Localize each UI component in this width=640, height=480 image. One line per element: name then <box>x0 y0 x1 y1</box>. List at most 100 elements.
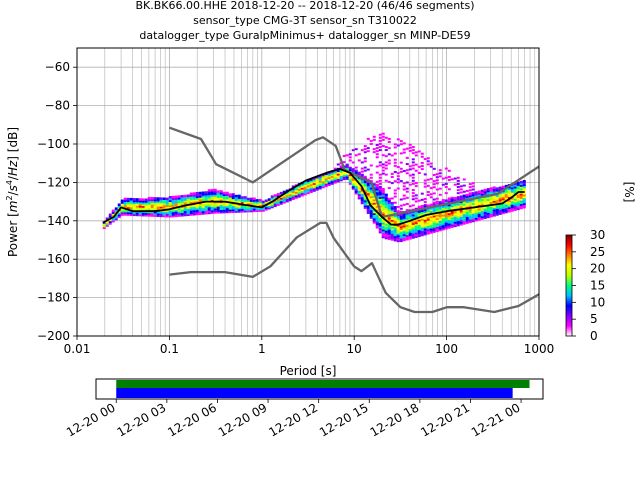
density-cell <box>237 205 241 208</box>
density-cell <box>234 210 238 213</box>
density-cell <box>192 207 196 211</box>
density-cell <box>315 179 319 183</box>
density-cell <box>390 208 394 212</box>
density-cell <box>168 199 172 202</box>
density-cell <box>189 211 193 215</box>
chart-title: BK.BK66.00.HHE 2018-12-20 -- 2018-12-20 … <box>135 0 474 42</box>
density-cell <box>372 214 376 217</box>
density-cell <box>438 216 442 220</box>
density-cell <box>465 202 469 205</box>
density-cell <box>477 199 481 202</box>
density-cell <box>396 175 400 178</box>
density-cell <box>219 197 223 200</box>
density-cell <box>273 202 277 206</box>
density-cell <box>237 199 241 203</box>
density-cell <box>258 207 262 211</box>
density-cell <box>354 176 358 179</box>
density-cell <box>405 163 409 166</box>
density-cell <box>252 197 256 201</box>
density-cell <box>216 190 220 193</box>
density-cell <box>372 215 376 219</box>
density-cell <box>141 198 145 201</box>
density-cell <box>471 207 475 211</box>
density-cell <box>345 175 349 179</box>
density-cell <box>456 216 460 220</box>
density-cell <box>222 207 226 210</box>
density-cell <box>276 193 280 196</box>
density-cell <box>387 232 391 235</box>
density-cell <box>384 198 388 202</box>
density-cell <box>162 199 166 202</box>
density-cell <box>105 220 109 224</box>
density-cell <box>243 209 247 213</box>
density-cell <box>369 197 373 200</box>
density-cell <box>120 208 124 211</box>
density-cell <box>432 183 436 186</box>
density-cell <box>207 206 211 210</box>
density-cell <box>390 215 394 219</box>
density-cell <box>204 201 208 205</box>
density-cell <box>150 212 154 216</box>
density-cell <box>372 148 376 151</box>
density-cell <box>231 196 235 200</box>
density-cell <box>399 230 403 234</box>
density-cell <box>381 220 385 223</box>
density-cell <box>144 214 148 217</box>
density-cell <box>363 175 367 178</box>
density-cell <box>345 177 349 180</box>
density-cell <box>282 195 286 199</box>
density-cell <box>213 195 217 199</box>
density-cell <box>291 194 295 197</box>
density-cell <box>369 199 373 202</box>
density-cell <box>186 194 190 198</box>
density-cell <box>192 204 196 207</box>
density-cell <box>183 210 187 213</box>
timeline-bar-data <box>116 380 530 388</box>
density-cell <box>420 209 424 213</box>
density-cell <box>294 191 298 194</box>
density-cell <box>297 188 301 191</box>
density-cell <box>345 174 349 177</box>
density-cell <box>402 230 406 233</box>
density-cell <box>333 174 337 177</box>
density-cell <box>423 219 427 222</box>
density-cell <box>522 199 526 202</box>
density-cell <box>516 193 520 197</box>
density-cell <box>417 225 421 229</box>
density-cell <box>501 192 505 196</box>
density-cell <box>435 215 439 219</box>
density-cell <box>483 214 487 218</box>
density-cell <box>366 168 370 171</box>
plot-frame <box>76 47 540 337</box>
density-cell <box>495 189 499 192</box>
density-cell <box>432 223 436 226</box>
density-cell <box>456 215 460 218</box>
density-cell <box>474 191 478 194</box>
density-cell <box>393 226 397 230</box>
density-cell <box>393 211 397 214</box>
density-cell <box>156 197 160 200</box>
density-cell <box>516 195 520 198</box>
density-cell <box>201 210 205 213</box>
density-cell <box>399 143 403 146</box>
density-cell <box>162 214 166 218</box>
density-cell <box>147 200 151 203</box>
density-cell <box>363 169 367 172</box>
density-cell <box>513 182 517 185</box>
density-cell <box>246 206 250 209</box>
density-cell <box>447 188 451 191</box>
density-cell <box>486 191 490 195</box>
density-cell <box>303 191 307 194</box>
density-cell <box>180 212 184 215</box>
density-cell <box>120 209 124 213</box>
density-cell <box>435 197 439 200</box>
density-cell <box>372 198 376 202</box>
density-cell <box>456 213 460 216</box>
density-cell <box>447 222 451 226</box>
density-cell <box>465 217 469 221</box>
density-cell <box>324 181 328 184</box>
density-cell <box>501 209 505 213</box>
density-cell <box>135 199 139 203</box>
density-cell <box>396 213 400 217</box>
density-cell <box>438 223 442 227</box>
